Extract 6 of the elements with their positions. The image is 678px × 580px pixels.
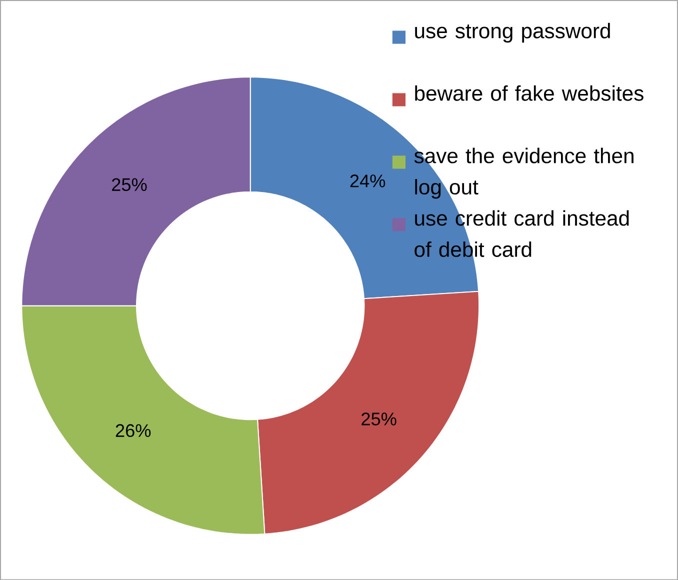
data-label: 25% <box>362 412 396 426</box>
data-label: 26% <box>116 424 151 437</box>
legend-label: beware of fake websites <box>415 85 644 101</box>
data-label: 24% <box>350 174 386 188</box>
legend-label: use strong password <box>415 22 610 42</box>
data-label: 25% <box>112 178 147 191</box>
